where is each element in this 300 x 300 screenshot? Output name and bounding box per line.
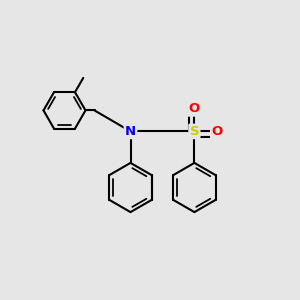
- Text: N: N: [125, 125, 136, 138]
- Text: O: O: [211, 125, 223, 138]
- Text: S: S: [190, 125, 199, 138]
- Text: O: O: [189, 102, 200, 116]
